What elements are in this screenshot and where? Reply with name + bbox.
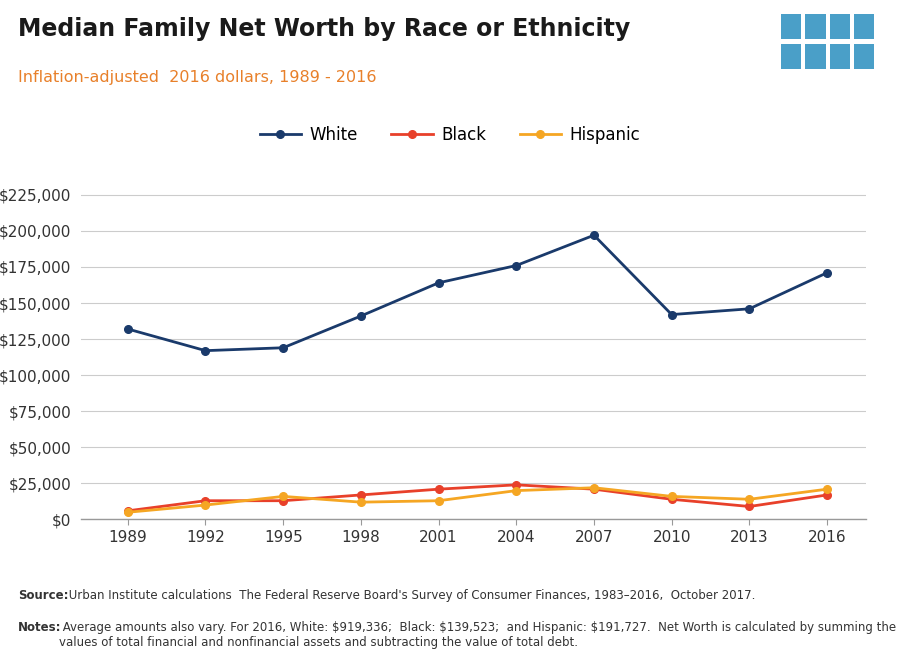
Hispanic [667,492,677,500]
Black [822,491,833,499]
Text: Source:: Source: [18,589,69,603]
Black [589,485,600,493]
Hispanic [744,496,755,503]
FancyBboxPatch shape [854,43,874,69]
White [355,312,366,320]
Hispanic [433,497,444,505]
Black [433,485,444,493]
Hispanic [589,484,600,492]
FancyBboxPatch shape [781,43,801,69]
FancyBboxPatch shape [830,43,850,69]
Text: Median Family Net Worth by Race or Ethnicity: Median Family Net Worth by Race or Ethni… [18,17,630,41]
White [589,231,600,239]
Hispanic [123,508,133,516]
Text: Notes:: Notes: [18,621,61,635]
Black [200,497,211,505]
White [433,279,444,287]
FancyBboxPatch shape [805,43,825,69]
White [511,262,521,270]
FancyBboxPatch shape [781,14,801,39]
Hispanic [355,498,366,506]
White [667,310,677,318]
Hispanic [278,492,289,500]
FancyBboxPatch shape [830,14,850,39]
Text: Inflation-adjusted  2016 dollars, 1989 - 2016: Inflation-adjusted 2016 dollars, 1989 - … [18,70,376,85]
Black [355,491,366,499]
Text: TPC: TPC [801,71,854,95]
Text: Average amounts also vary. For 2016, White: $919,336;  Black: $139,523;  and His: Average amounts also vary. For 2016, Whi… [59,621,896,649]
Legend: White, Black, Hispanic: White, Black, Hispanic [253,119,647,151]
Line: White: White [124,231,831,354]
Line: Hispanic: Hispanic [124,484,831,516]
Line: Black: Black [124,481,831,515]
Black [667,496,677,503]
FancyBboxPatch shape [805,14,825,39]
Black [744,502,755,510]
Hispanic [200,501,211,509]
Hispanic [511,487,521,495]
FancyBboxPatch shape [854,14,874,39]
Black [278,497,289,505]
White [200,346,211,354]
Black [123,507,133,515]
White [744,305,755,313]
Black [511,481,521,489]
Hispanic [822,485,833,493]
White [278,344,289,352]
Text: Urban Institute calculations  The Federal Reserve Board's Survey of Consumer Fin: Urban Institute calculations The Federal… [65,589,755,603]
White [822,268,833,277]
White [123,325,133,333]
